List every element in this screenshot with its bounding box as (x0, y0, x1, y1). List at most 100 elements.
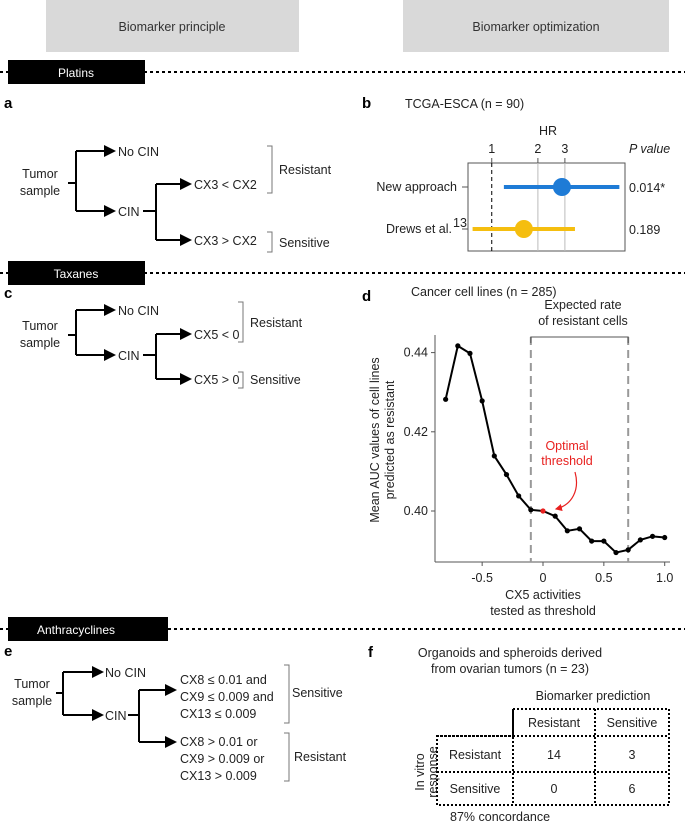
panel-e-decision-tree: e Tumor sample No CIN CIN CX8 ≤ 0.01 and… (4, 643, 347, 783)
table-title: from ovarian tumors (n = 23) (431, 662, 589, 676)
panel-d-line-chart: d Cancer cell lines (n = 285) Expected r… (362, 285, 673, 618)
concordance-footer: 87% concordance (450, 810, 550, 824)
data-point (503, 471, 510, 478)
tree-branch (68, 150, 114, 212)
bracket (267, 231, 273, 253)
row-label: New approach (376, 180, 457, 194)
cell-value: 3 (629, 748, 636, 762)
x-tick-label: 1.0 (656, 571, 673, 585)
x-axis-label: CX5 activities (505, 588, 581, 602)
node-no-cin: No CIN (118, 145, 159, 159)
row-label-sensitive: Sensitive (450, 782, 501, 796)
data-point (528, 507, 534, 513)
panel-c-decision-tree: c Tumor sample No CIN CIN CX5 < 0 CX5 > … (4, 285, 303, 389)
row-label-resistant: Resistant (449, 748, 502, 762)
optimal-threshold-point (540, 508, 546, 514)
x-tick-label: 2 (534, 142, 541, 156)
y-axis-label: predicted as resistant (383, 380, 397, 499)
header-principle: Biomarker principle (119, 20, 226, 34)
x-tick-label: 0 (540, 571, 547, 585)
hazard-ratio-point (552, 178, 571, 196)
cell-value: 6 (629, 782, 636, 796)
data-point (601, 538, 607, 544)
node-cx3-gt-cx2: CX3 > CX2 (194, 234, 257, 248)
column-header: Biomarker prediction (536, 689, 651, 703)
node-condition: CX9 > 0.009 or (180, 752, 264, 766)
node-no-cin: No CIN (118, 304, 159, 318)
data-point (479, 398, 485, 404)
x-axis-label: HR (539, 124, 557, 138)
optimal-threshold-label: Optimal (545, 439, 588, 453)
row-header: In vitro (413, 753, 427, 791)
panel-label: d (362, 288, 371, 305)
forest-title: TCGA-ESCA (n = 90) (405, 97, 524, 111)
bracket (238, 301, 244, 343)
column-resistant: Resistant (528, 716, 581, 730)
tree-root: Tumor (22, 167, 58, 181)
header-optimization: Biomarker optimization (472, 20, 599, 34)
x-tick-label: 3 (561, 142, 568, 156)
panel-f-contingency-table: f Organoids and spheroids derived from o… (368, 644, 670, 824)
bracket (238, 371, 244, 389)
row-label: Drews et al. (386, 222, 452, 236)
node-cx3-lt-cx2: CX3 < CX2 (194, 178, 257, 192)
p-value: 0.189 (629, 223, 660, 237)
node-cin: CIN (118, 349, 140, 363)
node-condition: CX8 ≤ 0.01 and (180, 673, 267, 687)
data-point (662, 534, 668, 541)
node-cx5-gt-0: CX5 > 0 (194, 373, 240, 387)
section-label-anthracyclines: Anthracyclines (37, 623, 115, 637)
data-point (491, 453, 497, 459)
panel-label: b (362, 95, 371, 112)
range-label: of resistant cells (538, 314, 628, 328)
data-point (564, 528, 570, 534)
tree-root: sample (20, 336, 60, 350)
section-label-platins: Platins (58, 66, 94, 80)
y-axis-label: Mean AUC values of cell lines (368, 357, 382, 522)
optimal-threshold-label: threshold (541, 454, 592, 468)
outcome-resistant: Resistant (279, 163, 332, 177)
tree-root: sample (12, 694, 52, 708)
data-point (443, 396, 449, 402)
row-header: response (426, 746, 440, 797)
table-grid (436, 708, 670, 806)
panel-label: a (4, 95, 13, 112)
node-no-cin: No CIN (105, 666, 146, 680)
chart-title: Cancer cell lines (n = 285) (411, 285, 557, 299)
y-tick-label: 0.42 (404, 425, 428, 439)
bracket (284, 664, 290, 724)
hazard-ratio-point (514, 220, 533, 238)
data-point (455, 343, 461, 349)
node-condition: CX13 ≤ 0.009 (180, 707, 256, 721)
node-condition: CX8 > 0.01 or (180, 735, 257, 749)
panel-label: f (368, 644, 374, 661)
data-point (649, 533, 656, 539)
data-point (516, 493, 522, 499)
tree-root: Tumor (22, 319, 58, 333)
table-title: Organoids and spheroids derived (418, 646, 602, 660)
data-point (637, 537, 643, 543)
optimal-threshold-arrow (554, 471, 577, 512)
cell-value: 14 (547, 748, 561, 762)
data-point (589, 538, 595, 544)
header-box-principle (46, 0, 299, 52)
x-axis-label: tested as threshold (490, 604, 596, 618)
column-sensitive: Sensitive (607, 716, 658, 730)
tree-root: sample (20, 184, 60, 198)
panel-label: c (4, 285, 12, 302)
panel-a-decision-tree: a Tumor sample No CIN CIN CX3 < CX2 CX3 … (4, 95, 332, 253)
node-cin: CIN (118, 205, 140, 219)
panel-b-forest-plot: b TCGA-ESCA (n = 90) HR P value 1 2 3 New a… (362, 95, 670, 252)
pvalue-header: P value (629, 142, 670, 156)
data-point (576, 526, 583, 532)
panel-label: e (4, 643, 12, 660)
section-bar-platins (8, 60, 145, 84)
bracket (284, 732, 290, 782)
cell-value: 0 (551, 782, 558, 796)
y-tick-label: 0.44 (404, 346, 428, 360)
node-cx5-lt-0: CX5 < 0 (194, 328, 240, 342)
section-label-taxanes: Taxanes (54, 267, 99, 281)
x-tick-label: -0.5 (471, 571, 493, 585)
bracket (267, 145, 273, 194)
